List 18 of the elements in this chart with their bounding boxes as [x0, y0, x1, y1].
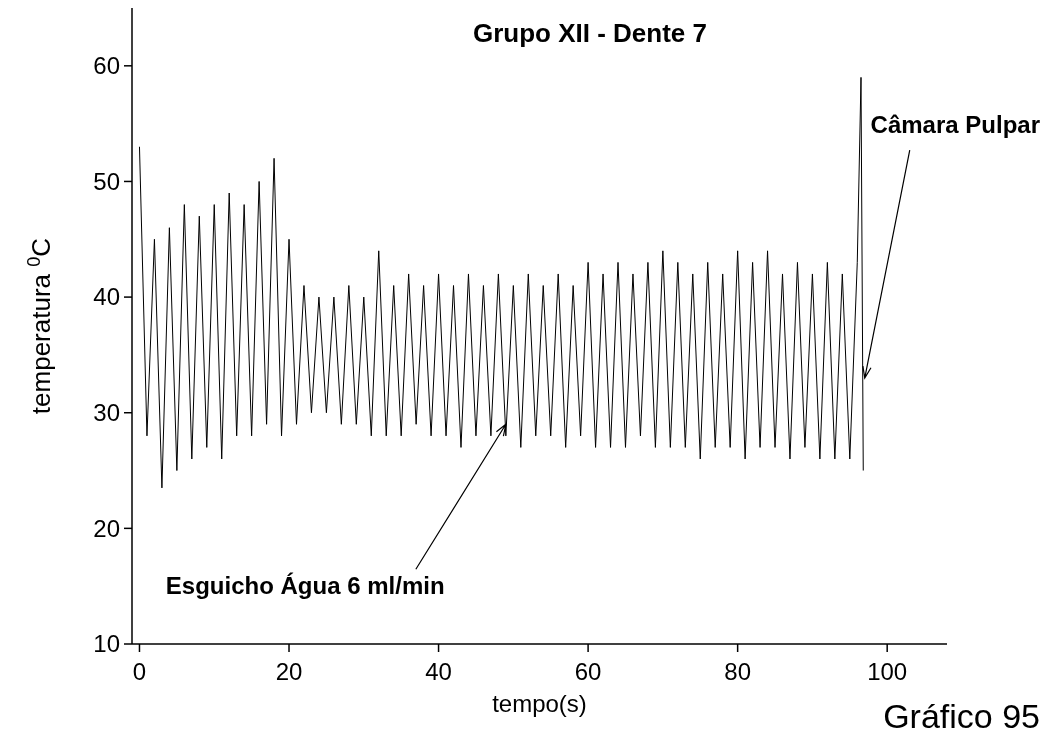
- y-tick-label: 60: [93, 52, 120, 80]
- x-tick-label: 100: [867, 658, 908, 685]
- line-series: [138, 76, 864, 489]
- y-tick-label: 10: [93, 630, 120, 658]
- text: Gráfico 95: [883, 697, 1040, 735]
- y-tick-label: 20: [93, 514, 120, 542]
- x-tick-label: 60: [574, 658, 602, 685]
- y-tick-label: 30: [93, 399, 120, 427]
- x-tick-label: 0: [132, 658, 147, 685]
- annotation: Câmara Pulpar: [870, 111, 1040, 139]
- y-tick-label: 50: [93, 167, 120, 195]
- x-tick-label: 80: [724, 658, 751, 685]
- chart-title: Grupo XII - Dente 7: [472, 18, 708, 48]
- y-tick-label: 40: [93, 283, 120, 311]
- annotation: Esguicho Água 6 ml/min: [165, 572, 445, 600]
- x-tick-label: 20: [275, 658, 303, 685]
- x-axis-title: tempo(s): [492, 690, 587, 717]
- x-tick-label: 40: [425, 658, 452, 685]
